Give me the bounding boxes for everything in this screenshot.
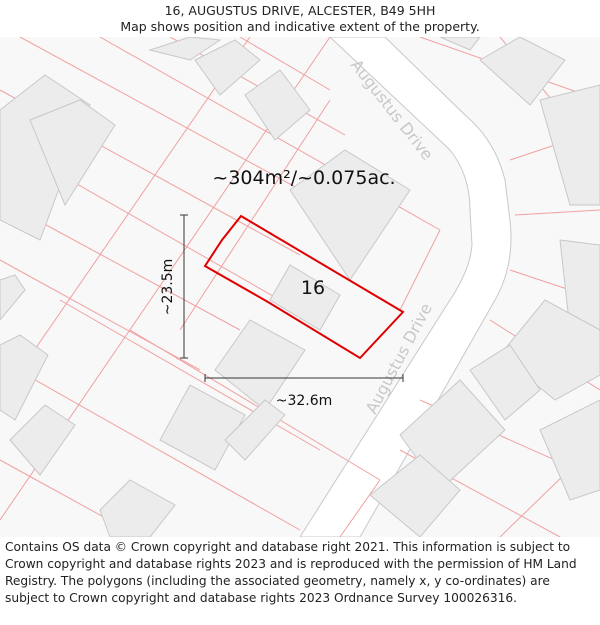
width-measure-line — [204, 374, 404, 382]
area-label: ~304m²/~0.075ac. — [212, 167, 395, 189]
map-canvas[interactable]: Augustus Drive Augustus Drive ~304m²/~0.… — [0, 37, 600, 537]
copyright-attribution: Contains OS data © Crown copyright and d… — [5, 540, 577, 605]
height-measure-line — [180, 214, 188, 359]
map-header: 16, AUGUSTUS DRIVE, ALCESTER, B49 5HH Ma… — [0, 0, 600, 37]
buildings — [0, 37, 600, 537]
plot-number-label: 16 — [301, 277, 325, 299]
road-augustus-drive — [299, 37, 512, 537]
property-outline[interactable] — [203, 214, 405, 360]
property-address: 16, AUGUSTUS DRIVE, ALCESTER, B49 5HH — [164, 3, 436, 18]
width-measure-label: ~32.6m — [276, 393, 333, 409]
height-measure-label: ~23.5m — [160, 259, 176, 316]
map-subtitle: Map shows position and indicative extent… — [120, 19, 480, 34]
